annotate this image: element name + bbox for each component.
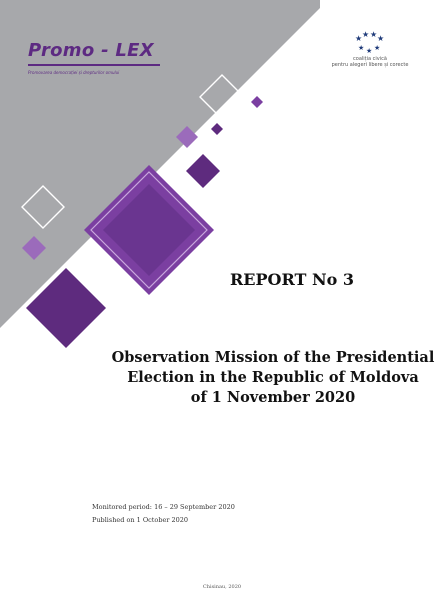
svg-text:★: ★ [370, 30, 377, 39]
monitored-period: Monitored period: 16 – 29 September 2020 [92, 503, 235, 511]
logo-underline [28, 64, 160, 66]
mission-title-line-1: Observation Mission of the Presidential [111, 349, 435, 366]
report-number: REPORT No 3 [230, 270, 354, 289]
coalition-name: coaliția civică [353, 56, 387, 62]
coalition-subtitle: pentru alegeri libere și corecte [331, 62, 409, 68]
svg-text:★: ★ [355, 34, 362, 43]
coalition-logo-block: ★ ★ ★ ★ ★ ★ ★ coaliția civică pentru ale… [324, 28, 416, 68]
logo-wordmark: Promo - LEX [28, 40, 154, 61]
mission-title-line-2: Election in the Republic of Moldova [127, 369, 419, 386]
small-violet-diamond [22, 236, 46, 260]
tiny-purple-square [211, 123, 223, 135]
report-metadata: Monitored period: 16 – 29 September 2020… [92, 501, 235, 526]
medium-purple-square [186, 154, 220, 188]
svg-text:★: ★ [374, 44, 380, 52]
white-outline-diamond-top [199, 74, 245, 120]
svg-text:★: ★ [377, 34, 384, 43]
large-diamond-inner [103, 184, 195, 276]
small-purple-square [176, 126, 198, 148]
svg-text:★: ★ [358, 44, 364, 52]
large-diamond-border [90, 171, 208, 289]
gray-diagonal-band [0, 0, 320, 328]
place-and-year: Chisinau, 2020 [202, 584, 242, 590]
logo-tagline: Promovarea democrației și drepturilor om… [28, 70, 120, 75]
bottom-purple-diamond [26, 268, 106, 348]
white-outline-diamond-left [21, 185, 65, 229]
mission-title: Observation Mission of the Presidential … [110, 348, 436, 408]
publication-date: Published on 1 October 2020 [92, 515, 189, 524]
circle-of-stars-icon: ★ ★ ★ ★ ★ ★ ★ [355, 30, 384, 55]
svg-text:★: ★ [362, 30, 369, 39]
tiny-purple-square-top [251, 96, 263, 108]
mission-title-line-3: of 1 November 2020 [190, 389, 356, 406]
svg-text:★: ★ [366, 47, 372, 55]
promo-lex-logo: Promo - LEX Promovarea democrației și dr… [28, 42, 178, 75]
